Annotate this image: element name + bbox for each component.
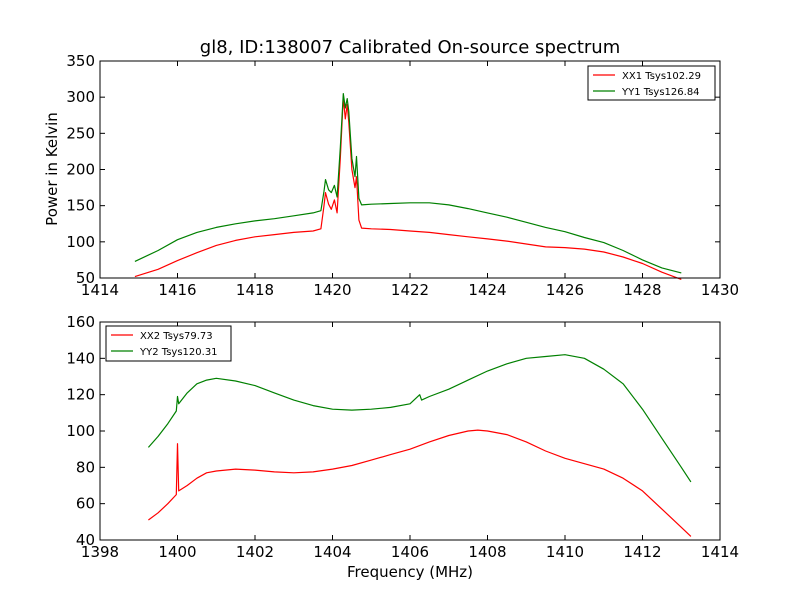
chart-title: gl8, ID:138007 Calibrated On-source spec… [200,37,620,58]
y-tick-label: 150 [66,197,95,215]
x-tick-label: 1406 [391,543,429,561]
x-tick-label: 1420 [313,281,351,299]
x-tick-label: 1422 [391,281,429,299]
legend-box [587,65,716,101]
legend-label: YY1 Tsys126.84 [621,87,700,98]
y-axis-label: Power in Kelvin [43,112,61,226]
x-tick-label: 1402 [236,543,274,561]
x-tick-label: 1404 [313,543,351,561]
y-tick-label: 40 [76,531,95,549]
series-line-1 [134,96,682,280]
legend-label: XX2 Tsys79.73 [140,331,213,342]
x-tick-label: 1418 [236,281,274,299]
x-tick-label: 1400 [158,543,196,561]
series-line-1 [148,429,692,537]
x-tick-label: 1424 [468,281,506,299]
legend: XX1 Tsys102.29 YY1 Tsys126.84 [587,65,716,101]
y-tick-label: 60 [76,495,95,513]
x-tick-label: 1410 [546,543,584,561]
bottom-plot: 1398 1400 1402 1404 1406 1408 1410 1412 1414 40 60… [66,313,739,561]
x-tick-label: 1426 [546,281,584,299]
y-tick-label: 100 [66,422,95,440]
legend: XX2 Tsys79.73 YY2 Tsys120.31 [105,325,232,362]
top-plot: 1414 1416 1418 1420 1422 1424 1426 1428 1430 50 10… [66,52,739,299]
y-tick-label: 80 [76,458,95,476]
y-tick-label: 300 [66,88,95,106]
x-tick-label: 1412 [623,543,661,561]
x-tick-label: 1416 [158,281,196,299]
y-tick-label: 100 [66,233,95,251]
legend-box [105,325,232,362]
x-tick-label: 1414 [81,281,119,299]
series-line-2 [134,93,682,274]
x-tick-label: 1414 [701,543,739,561]
y-tick-label: 50 [76,269,95,287]
x-axis-label: Frequency (MHz) [347,563,473,581]
x-tick-label: 1408 [468,543,506,561]
y-tick-label: 120 [66,386,95,404]
legend-label: YY2 Tsys120.31 [139,347,218,358]
x-tick-label: 1428 [623,281,661,299]
legend-label: XX1 Tsys102.29 [622,71,701,82]
x-tick-label: 1398 [81,543,119,561]
x-tick-label: 1430 [701,281,739,299]
y-tick-label: 250 [66,124,95,142]
y-tick-label: 350 [66,52,95,70]
y-tick-label: 140 [66,349,95,367]
y-tick-label: 200 [66,161,95,179]
y-tick-label: 160 [66,313,95,331]
series-line-2 [147,354,692,483]
